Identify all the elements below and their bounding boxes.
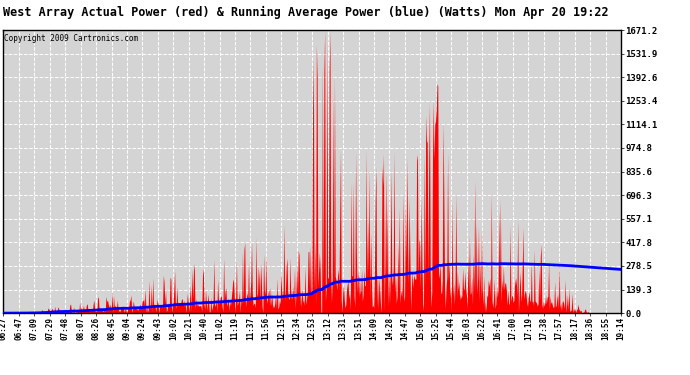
- Text: West Array Actual Power (red) & Running Average Power (blue) (Watts) Mon Apr 20 : West Array Actual Power (red) & Running …: [3, 6, 609, 19]
- Text: Copyright 2009 Cartronics.com: Copyright 2009 Cartronics.com: [4, 34, 138, 43]
